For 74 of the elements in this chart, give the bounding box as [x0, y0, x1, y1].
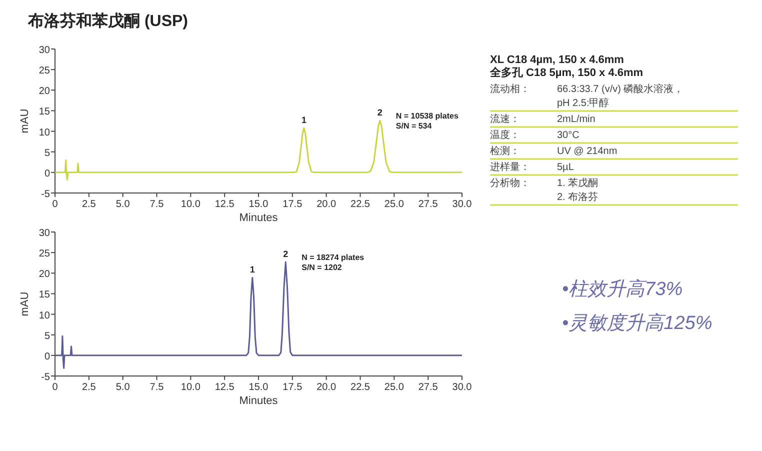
text: •柱效升高73%: [562, 278, 683, 300]
annotation: N = 18274 plates: [302, 253, 365, 262]
x-tick-label: 5.0: [116, 382, 130, 393]
y-tick-label: 10: [38, 310, 50, 322]
text: •灵敏度升高125%: [562, 312, 712, 334]
x-tick-label: 30.0: [452, 382, 472, 393]
y-tick-label: 25: [38, 66, 50, 77]
y-tick-label: 25: [38, 248, 50, 260]
text: 30°C: [557, 130, 580, 141]
x-tick-label: 17.5: [282, 382, 303, 393]
x-tick-label: 27.5: [418, 382, 438, 393]
x-tick-label: 15.0: [248, 382, 269, 393]
x-tick-label: 12.5: [214, 199, 235, 210]
x-axis-title: Minutes: [239, 395, 278, 407]
y-tick-label: -5: [41, 189, 50, 200]
text: pH 2.5:甲醇: [557, 97, 610, 109]
annotation: 2: [283, 249, 288, 260]
y-tick-label: 30: [38, 45, 50, 56]
y-tick-label: 30: [38, 228, 50, 239]
y-axis-title: mAU: [19, 108, 31, 134]
y-tick-label: 5: [44, 148, 50, 159]
x-tick-label: 10.0: [180, 199, 201, 210]
x-tick-label: 10.0: [180, 382, 201, 393]
y-tick-label: 15: [38, 106, 50, 118]
text: 66.3:33.7 (v/v) 磷酸水溶液，: [557, 83, 684, 95]
text: 温度：: [490, 129, 520, 141]
chart-title: 布洛芬和苯戊酮 (USP): [27, 12, 188, 30]
x-tick-label: 12.5: [214, 382, 235, 393]
x-tick-label: 22.5: [350, 199, 370, 210]
text: 5µL: [557, 162, 574, 173]
x-tick-label: 27.5: [418, 199, 438, 210]
text: 检测：: [490, 145, 520, 157]
y-tick-label: 0: [44, 351, 50, 362]
annotation: N = 10538 plates: [396, 112, 459, 121]
x-tick-label: 2.5: [82, 199, 96, 210]
x-tick-label: 30.0: [452, 199, 472, 210]
text: 流动相：: [490, 83, 530, 95]
x-tick-label: 7.5: [150, 382, 164, 393]
x-tick-label: 25.0: [384, 382, 404, 393]
x-tick-label: 25.0: [384, 199, 404, 210]
text: 2mL/min: [557, 114, 596, 125]
x-tick-label: 0: [52, 382, 58, 393]
annotation: 2: [377, 108, 382, 118]
y-tick-label: 5: [44, 330, 50, 342]
text: UV @ 214nm: [557, 146, 618, 157]
x-tick-label: 5.0: [116, 199, 130, 210]
x-tick-label: 15.0: [248, 199, 269, 210]
text: 全多孔 C18 5µm, 150 x 4.6mm: [489, 66, 644, 79]
text: 2. 布洛芬: [557, 191, 598, 203]
text: 1. 苯戊酮: [557, 177, 598, 189]
x-tick-label: 7.5: [150, 199, 164, 210]
y-tick-label: 15: [38, 290, 50, 301]
y-tick-label: -5: [41, 372, 50, 383]
y-tick-label: 0: [44, 168, 50, 180]
x-tick-label: 22.5: [350, 382, 370, 393]
annotation: S/N = 534: [396, 122, 432, 131]
x-tick-label: 2.5: [82, 382, 96, 393]
y-tick-label: 10: [38, 127, 50, 138]
text: 进样量：: [490, 161, 530, 173]
x-axis-title: Minutes: [239, 212, 278, 224]
x-tick-label: 20.0: [316, 199, 336, 210]
x-tick-label: 0: [52, 199, 58, 210]
annotation: 1: [301, 114, 306, 125]
x-tick-label: 20.0: [316, 382, 336, 393]
text: 流速：: [490, 113, 520, 125]
x-tick-label: 17.5: [282, 199, 303, 210]
y-axis-title: mAU: [19, 292, 31, 316]
text: XL C18 4µm, 150 x 4.6mm: [490, 54, 624, 66]
text: 分析物：: [490, 177, 530, 189]
line-series: [54, 261, 463, 369]
y-tick-label: 20: [38, 269, 50, 280]
y-tick-label: 20: [38, 86, 50, 98]
annotation: S/N = 1202: [302, 263, 342, 272]
annotation: 1: [250, 264, 255, 275]
